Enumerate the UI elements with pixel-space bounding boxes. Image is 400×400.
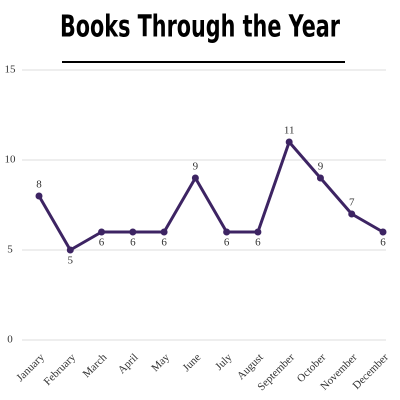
y-tick-label: 0 [7, 334, 13, 346]
data-label: 6 [224, 237, 230, 249]
data-label: 6 [130, 237, 136, 249]
point [98, 228, 106, 236]
data-label: 11 [284, 125, 295, 137]
point [348, 210, 356, 218]
point [35, 192, 43, 200]
point [66, 246, 74, 254]
data-label: 6 [380, 237, 386, 249]
point [223, 228, 231, 236]
y-tick-label: 5 [7, 244, 13, 256]
point [191, 174, 199, 182]
point [254, 228, 262, 236]
point [160, 228, 168, 236]
data-label: 9 [318, 161, 324, 173]
data-label: 9 [193, 161, 199, 173]
y-tick-label: 15 [5, 64, 17, 76]
point [285, 138, 293, 146]
data-label: 6 [99, 237, 105, 249]
data-label: 6 [161, 237, 167, 249]
data-label: 8 [36, 179, 42, 191]
data-label: 7 [349, 197, 355, 209]
line [37, 140, 384, 252]
chart-title: Books Through the Year [60, 10, 340, 45]
point [316, 174, 324, 182]
point [379, 228, 387, 236]
data-label: 5 [68, 255, 74, 267]
y-tick-label: 10 [5, 154, 17, 166]
point [129, 228, 137, 236]
data-label: 6 [255, 237, 261, 249]
